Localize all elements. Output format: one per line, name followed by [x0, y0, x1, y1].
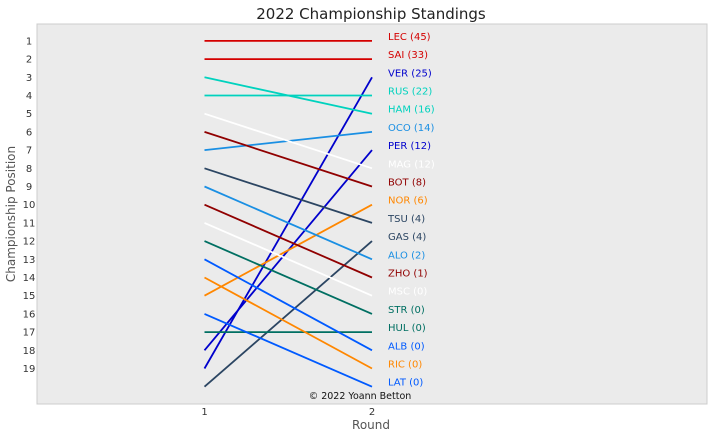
series-label: MSC (0) — [388, 287, 427, 298]
series-label: ZHO (1) — [388, 269, 428, 280]
series-label: SAI (33) — [388, 50, 428, 61]
series-label: GAS (4) — [388, 232, 426, 243]
y-axis-label: Championship Position — [4, 146, 18, 282]
y-tick-label: 7 — [26, 146, 32, 157]
series-label: PER (12) — [388, 141, 431, 152]
series-label: HAM (16) — [388, 105, 435, 116]
y-tick-label: 12 — [23, 237, 36, 248]
series-label: HUL (0) — [388, 323, 426, 334]
series-label: RIC (0) — [388, 360, 422, 371]
y-tick-label: 16 — [23, 309, 36, 320]
chart-title: 2022 Championship Standings — [256, 5, 486, 23]
y-tick-label: 19 — [23, 364, 36, 375]
series-label: ALB (0) — [388, 341, 425, 352]
series-line — [204, 222, 373, 297]
y-tick-label: 15 — [23, 291, 36, 302]
series-label: LAT (0) — [388, 378, 423, 389]
y-tick-label: 13 — [23, 255, 36, 266]
series-line — [204, 240, 373, 315]
x-axis-label: Round — [352, 418, 390, 432]
y-tick-label: 5 — [26, 109, 32, 120]
series-line — [204, 313, 373, 388]
series-line — [204, 203, 373, 297]
y-tick-label: 18 — [23, 346, 36, 357]
series-label: NOR (6) — [388, 196, 428, 207]
y-tick-label: 9 — [26, 182, 32, 193]
y-tick-label: 17 — [23, 328, 36, 339]
y-tick-label: 2 — [26, 55, 32, 66]
series-line — [204, 167, 373, 224]
series-line — [204, 276, 373, 370]
copyright-annotation: © 2022 Yoann Betton — [309, 391, 412, 402]
y-tick-label: 4 — [26, 91, 32, 102]
series-label: VER (25) — [388, 68, 432, 79]
series-label: RUS (22) — [388, 87, 432, 98]
series-label: ALO (2) — [388, 250, 425, 261]
y-tick-label: 8 — [26, 164, 32, 175]
series-line — [204, 185, 373, 261]
plot-area — [36, 23, 708, 405]
series-line — [204, 76, 373, 115]
series-label: TSU (4) — [387, 214, 425, 225]
y-tick-label: 6 — [26, 127, 32, 138]
series-line — [204, 258, 373, 352]
series-lines — [203, 40, 373, 388]
series-line — [204, 203, 373, 279]
series-line — [204, 112, 373, 170]
series-line — [204, 131, 373, 188]
series-labels: LEC (45) SAI (33) VER (25) RUS (22) HAM (16)… — [387, 32, 435, 389]
x-tick-label: 2 — [369, 407, 375, 418]
series-label: BOT (8) — [388, 178, 426, 189]
y-tick-label: 10 — [23, 200, 36, 211]
series-label: MAG (12) — [388, 159, 435, 170]
y-tick-label: 11 — [23, 218, 36, 229]
y-tick-label: 14 — [23, 273, 36, 284]
series-label: LEC (45) — [388, 32, 431, 43]
series-label: STR (0) — [388, 305, 425, 316]
series-label: OCO (14) — [388, 123, 435, 134]
y-tick-label: 1 — [26, 36, 32, 47]
y-tick-label: 3 — [26, 73, 32, 84]
x-tick-label: 1 — [201, 407, 207, 418]
